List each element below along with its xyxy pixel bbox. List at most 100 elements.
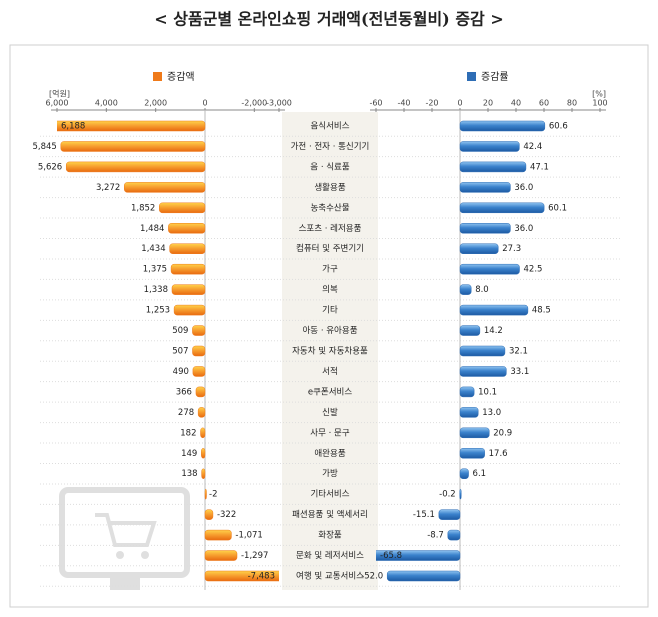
value-label: -322	[217, 510, 236, 520]
value-label: 48.5	[532, 306, 551, 316]
bar	[459, 284, 472, 295]
category-label: 서적	[322, 366, 338, 377]
bar	[57, 120, 206, 132]
value-label: -7,483	[248, 572, 275, 582]
bar	[192, 345, 206, 357]
value-label: 36.0	[514, 183, 533, 193]
bar	[459, 223, 511, 234]
bar	[192, 366, 206, 377]
bar	[65, 161, 206, 173]
x-tick-label: 100	[592, 99, 607, 108]
bar	[197, 407, 206, 418]
bar	[459, 120, 546, 132]
legend-label: 증감률	[481, 71, 509, 83]
value-label: 507	[172, 347, 188, 357]
bar	[459, 448, 485, 459]
x-tick-label: 20	[483, 99, 493, 108]
value-label: 60.6	[549, 122, 568, 132]
bar	[459, 161, 527, 173]
category-label: 가방	[322, 468, 338, 479]
bar	[459, 488, 462, 500]
bars	[376, 120, 546, 582]
category-label: 가전 · 전자 · 통신기기	[291, 141, 370, 152]
value-label: -52.0	[361, 572, 383, 582]
bar	[459, 386, 475, 398]
bar	[459, 366, 507, 377]
value-label: -65.8	[380, 551, 402, 561]
x-tick-label: -40	[397, 99, 410, 108]
bar	[459, 325, 481, 336]
bar	[447, 529, 461, 541]
value-label: 3,272	[96, 183, 120, 193]
value-label: 509	[172, 326, 188, 336]
value-label: 1,338	[144, 285, 168, 295]
x-tick-label: 0	[457, 99, 462, 108]
value-label: -8.7	[427, 531, 444, 541]
value-label: 8.0	[475, 285, 489, 295]
bar	[195, 386, 206, 398]
value-label: 6,188	[61, 122, 85, 132]
x-tick-label: 40	[511, 99, 521, 108]
value-label: 5,845	[32, 142, 56, 152]
bar	[201, 448, 206, 459]
value-label: 13.0	[482, 408, 501, 418]
value-label: 47.1	[530, 162, 549, 172]
category-label: 가구	[322, 265, 338, 275]
cart-icon	[59, 487, 190, 590]
category-label: 생활용품	[314, 182, 345, 193]
category-label: 컴퓨터 및 주변기기	[296, 243, 364, 254]
value-label: 366	[176, 387, 192, 397]
x-tick-label: 60	[539, 99, 549, 108]
x-tick-label: 4,000	[95, 99, 118, 108]
category-label: 자동차 및 자동차용품	[292, 346, 368, 357]
x-tick-label: -2,000	[241, 99, 267, 108]
value-label: 182	[180, 428, 196, 438]
x-tick-label: 80	[567, 99, 577, 108]
category-label: 신발	[322, 407, 338, 418]
axis-unit: [억원]	[49, 89, 70, 99]
value-label: 14.2	[484, 326, 503, 336]
category-label: e쿠폰서비스	[308, 387, 353, 397]
category-label: 의복	[322, 284, 338, 295]
value-label: 138	[181, 469, 197, 479]
bar	[459, 182, 511, 193]
bars	[57, 120, 279, 582]
legend-label: 증감액	[167, 71, 195, 83]
value-label: 490	[173, 367, 189, 377]
bar	[204, 488, 207, 500]
value-label: 1,375	[143, 265, 167, 275]
bar	[459, 345, 506, 357]
bar	[171, 284, 206, 295]
bar	[204, 570, 279, 582]
category-label: 화장품	[318, 530, 342, 541]
value-label: 278	[178, 408, 194, 418]
x-tick-label: -20	[425, 99, 438, 108]
x-tick-label: 0	[202, 99, 207, 108]
value-label: 1,253	[146, 306, 170, 316]
category-label: 문화 및 레저서비스	[296, 550, 364, 561]
bar	[459, 141, 520, 152]
value-label: -1,071	[235, 531, 262, 541]
category-label: 기타	[322, 306, 338, 316]
bar	[200, 427, 206, 439]
value-label: 1,434	[141, 244, 165, 254]
category-label: 아동 · 유아용품	[302, 325, 357, 336]
x-tick-label: 6,000	[46, 99, 69, 108]
category-label: 애완용품	[314, 449, 345, 459]
value-label: 149	[181, 449, 197, 459]
bar	[459, 243, 499, 254]
x-tick-label: 2,000	[144, 99, 167, 108]
value-label: 1,852	[131, 203, 155, 213]
category-label: 음 · 식료품	[310, 162, 350, 172]
axis-unit: [%]	[592, 90, 606, 99]
value-label: -0.2	[439, 490, 456, 500]
bar	[124, 182, 206, 193]
bar	[204, 509, 214, 520]
bar	[201, 468, 206, 479]
bar	[204, 550, 238, 561]
bar	[438, 509, 461, 520]
value-label: 10.1	[478, 387, 497, 397]
value-label: 32.1	[509, 347, 528, 357]
x-tick-label: -60	[369, 99, 382, 108]
